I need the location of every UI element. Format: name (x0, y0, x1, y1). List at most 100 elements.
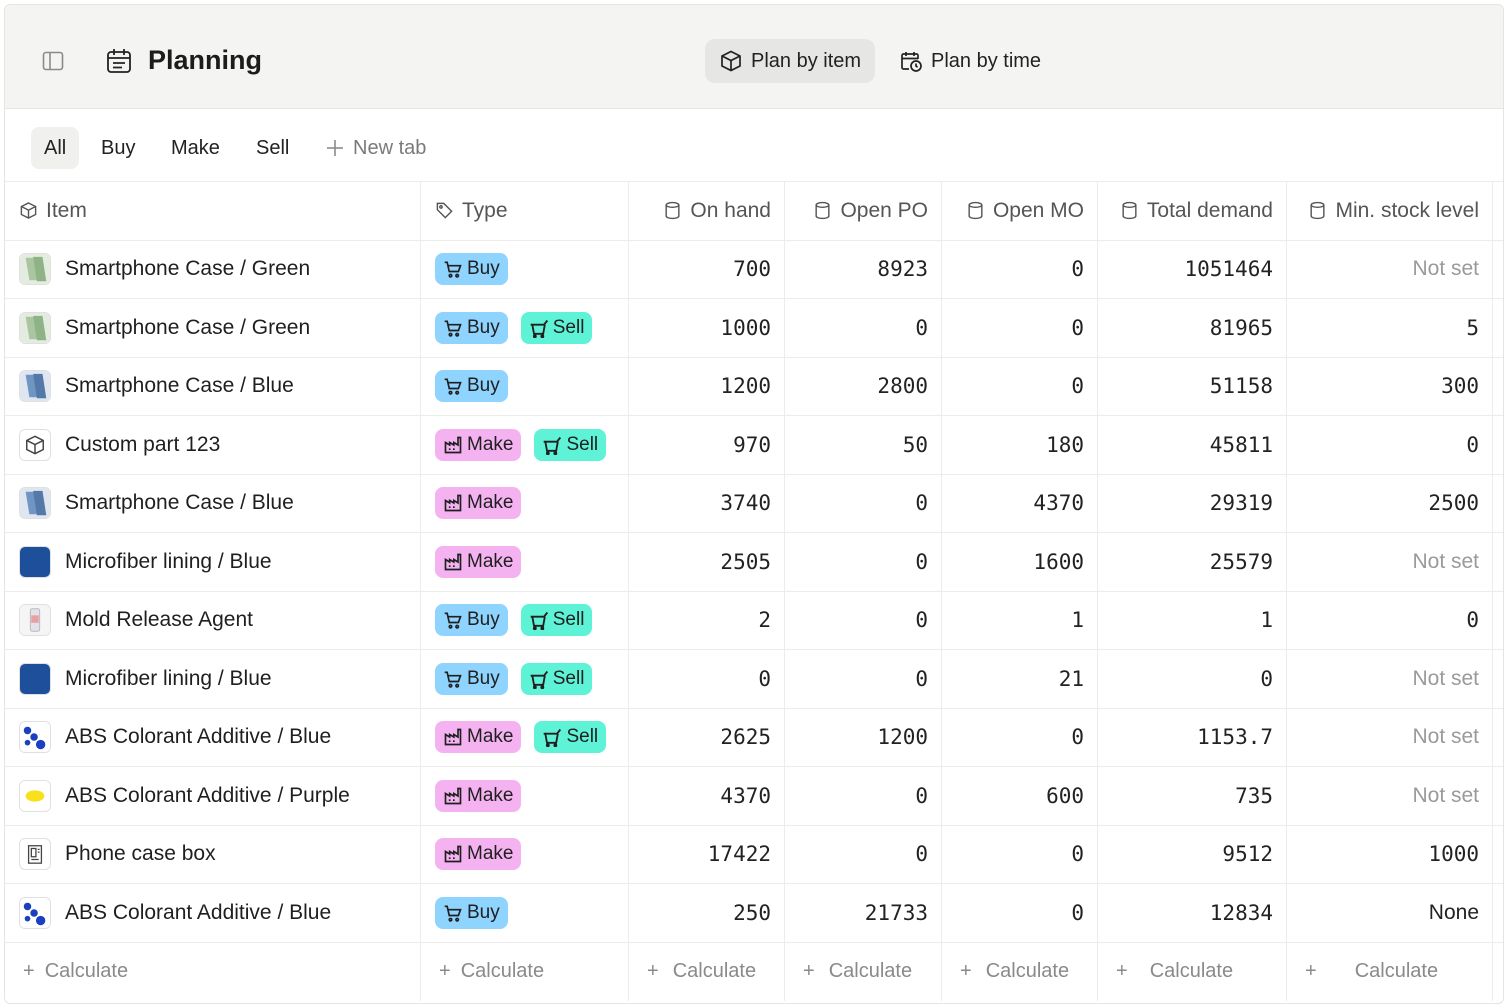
open-po-cell[interactable]: 0 (785, 825, 942, 883)
type-badge-buy[interactable]: Buy (435, 662, 508, 695)
sidebar-toggle-icon[interactable] (41, 49, 65, 73)
item-name[interactable]: Smartphone Case / Green (65, 257, 311, 281)
table-row[interactable]: Phone case box Make 17422 0 0 9512 1000 (5, 825, 1503, 884)
calculate-item[interactable]: + Calculate (5, 942, 421, 1001)
type-badge-sell[interactable]: Sell (520, 604, 593, 637)
on-hand-cell[interactable]: 4370 (629, 767, 785, 825)
type-badge-sell[interactable]: Sell (520, 311, 593, 344)
plan-by-item-button[interactable]: Plan by item (705, 39, 876, 83)
table-row[interactable]: Mold Release Agent Buy Sell 2 0 1 1 0 (5, 591, 1503, 650)
calculate-total-demand[interactable]: + Calculate (1098, 942, 1287, 1001)
min-stock-cell[interactable]: Not set (1287, 533, 1493, 591)
column-header-open-po[interactable]: Open PO (785, 182, 942, 240)
min-stock-cell[interactable]: 1000 (1287, 825, 1493, 883)
min-stock-cell[interactable]: Not set (1287, 240, 1493, 298)
total-demand-cell[interactable]: 51158 (1098, 357, 1287, 415)
item-name[interactable]: ABS Colorant Additive / Blue (65, 725, 332, 749)
table-row[interactable]: Smartphone Case / Green Buy Sell 1000 0 0 8196… (5, 299, 1503, 358)
type-badge-buy[interactable]: Buy (435, 896, 508, 929)
total-demand-cell[interactable]: 735 (1098, 767, 1287, 825)
open-mo-cell[interactable]: 0 (942, 357, 1098, 415)
open-mo-cell[interactable]: 180 (942, 416, 1098, 474)
min-stock-cell[interactable]: Not set (1287, 650, 1493, 708)
item-name[interactable]: Mold Release Agent (65, 608, 253, 632)
table-row[interactable]: Smartphone Case / Blue Buy 1200 2800 0 51158 3… (5, 357, 1503, 416)
on-hand-cell[interactable]: 3740 (629, 474, 785, 532)
open-mo-cell[interactable]: 1 (942, 591, 1098, 649)
total-demand-cell[interactable]: 1051464 (1098, 240, 1287, 298)
type-badge-make[interactable]: Make (435, 487, 522, 520)
open-po-cell[interactable]: 0 (785, 299, 942, 357)
open-mo-cell[interactable]: 0 (942, 884, 1098, 942)
min-stock-cell[interactable]: 300 (1287, 357, 1493, 415)
total-demand-cell[interactable]: 29319 (1098, 474, 1287, 532)
total-demand-cell[interactable]: 1 (1098, 591, 1287, 649)
min-stock-cell[interactable]: 0 (1287, 416, 1493, 474)
on-hand-cell[interactable]: 2625 (629, 708, 785, 766)
type-badge-make[interactable]: Make (435, 779, 522, 812)
column-header-type[interactable]: Type (421, 182, 629, 240)
total-demand-cell[interactable]: 1153.7 (1098, 708, 1287, 766)
table-row[interactable]: Microfiber lining / Blue Make 2505 0 1600 255… (5, 533, 1503, 592)
total-demand-cell[interactable]: 9512 (1098, 825, 1287, 883)
calculate-open-mo[interactable]: + Calculate (942, 942, 1098, 1001)
item-name[interactable]: Microfiber lining / Blue (65, 549, 272, 573)
item-name[interactable]: Smartphone Case / Blue (65, 491, 294, 515)
on-hand-cell[interactable]: 17422 (629, 825, 785, 883)
open-po-cell[interactable]: 0 (785, 533, 942, 591)
min-stock-cell[interactable]: Not set (1287, 708, 1493, 766)
item-name[interactable]: Phone case box (65, 842, 216, 866)
open-po-cell[interactable]: 2800 (785, 357, 942, 415)
item-name[interactable]: ABS Colorant Additive / Blue (65, 900, 332, 924)
min-stock-cell[interactable]: 5 (1287, 299, 1493, 357)
type-badge-buy[interactable]: Buy (435, 604, 508, 637)
open-mo-cell[interactable]: 4370 (942, 474, 1098, 532)
type-badge-sell[interactable]: Sell (534, 428, 607, 461)
column-header-min-stock[interactable]: Min. stock level (1287, 182, 1493, 240)
table-row[interactable]: Smartphone Case / Green Buy 700 8923 0 105146… (5, 240, 1503, 299)
total-demand-cell[interactable]: 25579 (1098, 533, 1287, 591)
type-badge-buy[interactable]: Buy (435, 311, 508, 344)
type-badge-make[interactable]: Make (435, 545, 522, 578)
open-mo-cell[interactable]: 0 (942, 299, 1098, 357)
column-header-on-hand[interactable]: On hand (629, 182, 785, 240)
calculate-on-hand[interactable]: + Calculate (629, 942, 785, 1001)
new-tab-button[interactable]: New tab (312, 127, 439, 169)
open-po-cell[interactable]: 0 (785, 474, 942, 532)
type-badge-make[interactable]: Make (435, 428, 522, 461)
plan-by-time-button[interactable]: Plan by time (885, 39, 1055, 83)
total-demand-cell[interactable]: 81965 (1098, 299, 1287, 357)
item-name[interactable]: Microfiber lining / Blue (65, 666, 272, 690)
open-po-cell[interactable]: 0 (785, 650, 942, 708)
type-badge-buy[interactable]: Buy (435, 370, 508, 403)
type-badge-buy[interactable]: Buy (435, 253, 508, 286)
on-hand-cell[interactable]: 2 (629, 591, 785, 649)
calculate-type[interactable]: + Calculate (421, 942, 629, 1001)
table-row[interactable]: ABS Colorant Additive / Purple Make 4370 0 6… (5, 767, 1503, 826)
column-header-total-demand[interactable]: Total demand (1098, 182, 1287, 240)
tab-make[interactable]: Make (171, 137, 220, 159)
open-po-cell[interactable]: 1200 (785, 708, 942, 766)
tab-sell[interactable]: Sell (256, 137, 290, 159)
type-badge-make[interactable]: Make (435, 721, 522, 754)
open-mo-cell[interactable]: 1600 (942, 533, 1098, 591)
table-row[interactable]: Microfiber lining / Blue Buy Sell 0 0 21 0 Not … (5, 650, 1503, 709)
open-po-cell[interactable]: 50 (785, 416, 942, 474)
on-hand-cell[interactable]: 700 (629, 240, 785, 298)
on-hand-cell[interactable]: 1200 (629, 357, 785, 415)
on-hand-cell[interactable]: 970 (629, 416, 785, 474)
type-badge-make[interactable]: Make (435, 838, 522, 871)
tab-all[interactable]: All (31, 127, 80, 169)
calculate-open-po[interactable]: + Calculate (785, 942, 942, 1001)
min-stock-cell[interactable]: 2500 (1287, 474, 1493, 532)
column-header-item[interactable]: Item (5, 182, 421, 240)
table-row[interactable]: ABS Colorant Additive / Blue Buy 250 21733 0… (5, 884, 1503, 943)
type-badge-sell[interactable]: Sell (520, 662, 593, 695)
on-hand-cell[interactable]: 0 (629, 650, 785, 708)
open-po-cell[interactable]: 0 (785, 591, 942, 649)
calculate-min-stock[interactable]: + Calculate (1287, 942, 1493, 1001)
open-mo-cell[interactable]: 600 (942, 767, 1098, 825)
tab-buy[interactable]: Buy (101, 137, 136, 159)
open-mo-cell[interactable]: 21 (942, 650, 1098, 708)
open-mo-cell[interactable]: 0 (942, 708, 1098, 766)
